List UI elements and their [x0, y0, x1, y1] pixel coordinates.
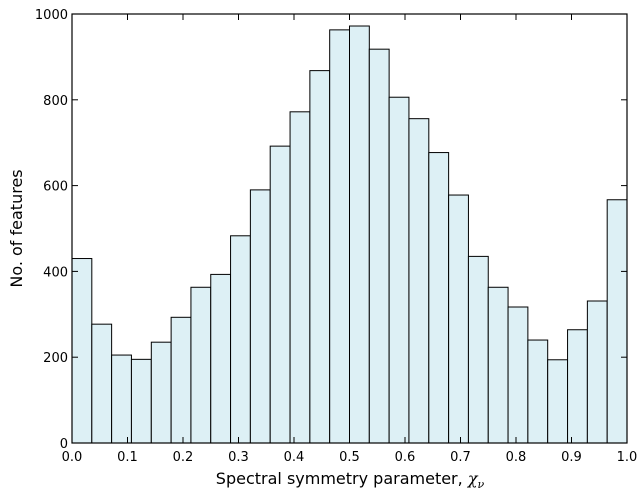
histogram-bar — [606, 199, 628, 444]
histogram-bar — [567, 329, 588, 444]
histogram-bar — [408, 118, 430, 444]
x-tick-label: 0.9 — [561, 450, 582, 465]
histogram-bar — [467, 255, 489, 444]
histogram-bar — [349, 25, 370, 444]
histogram-bar — [368, 48, 390, 444]
histogram-bar — [190, 286, 212, 444]
bars-layer — [71, 25, 628, 444]
x-tick-label: 0.4 — [284, 450, 305, 465]
histogram-bar — [487, 286, 509, 444]
y-tick-label: 1000 — [35, 8, 68, 23]
y-tick-label: 0 — [60, 437, 68, 452]
histogram-bar — [388, 96, 410, 444]
histogram-bar — [170, 316, 192, 444]
histogram-bar — [448, 194, 469, 444]
x-tick-label: 0.0 — [62, 450, 83, 465]
x-tick-label: 0.5 — [339, 450, 360, 465]
histogram-bar — [586, 300, 608, 444]
histogram-bar — [230, 235, 251, 444]
histogram-bar — [547, 359, 569, 444]
histogram-bar — [150, 341, 172, 444]
histogram-bar — [289, 111, 311, 444]
histogram-bar — [91, 323, 113, 444]
plot-frame — [71, 13, 628, 444]
y-tick-label: 600 — [43, 180, 68, 195]
histogram-bar — [130, 358, 152, 444]
y-axis-label: No. of features — [7, 169, 26, 287]
y-tick-label: 400 — [43, 265, 68, 280]
histogram-bar — [210, 273, 232, 444]
x-tick-label: 0.1 — [117, 450, 138, 465]
ticks-layer: 0.0 0.1 0.2 0.3 0.4 0.5 0.6 0.7 0.8 0.9 1.0 0 200 400… — [35, 8, 637, 465]
x-tick-label: 0.6 — [395, 450, 416, 465]
histogram-bar — [507, 306, 529, 444]
histogram-bar — [249, 189, 271, 444]
x-tick-label: 0.8 — [506, 450, 527, 465]
histogram-bar — [527, 339, 549, 444]
histogram-bar — [71, 258, 93, 444]
histogram-bar — [428, 152, 450, 444]
x-tick-label: 0.3 — [228, 450, 249, 465]
histogram-bar — [329, 29, 350, 444]
x-tick-label: 0.7 — [450, 450, 471, 465]
histogram-bar — [269, 145, 291, 444]
y-tick-label: 200 — [43, 351, 68, 366]
x-tick-label: 0.2 — [173, 450, 194, 465]
histogram-bar — [309, 70, 331, 444]
histogram-bar — [111, 354, 132, 444]
x-axis-label: Spectral symmetry parameter, χν — [216, 469, 485, 491]
y-tick-label: 800 — [43, 94, 68, 109]
x-tick-label: 1.0 — [617, 450, 638, 465]
